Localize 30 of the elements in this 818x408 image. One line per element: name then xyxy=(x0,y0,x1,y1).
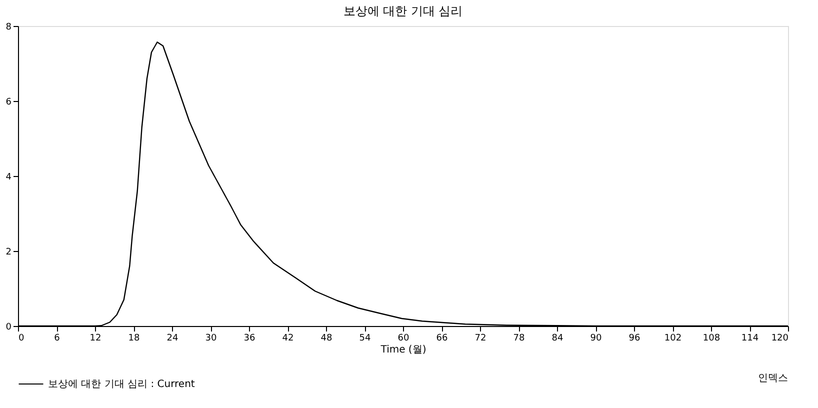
x-tick-label: 108 xyxy=(702,334,720,344)
x-tick-label: 78 xyxy=(513,334,525,344)
text: 인덱스 xyxy=(758,373,788,384)
x-tick-label: 12 xyxy=(90,334,102,344)
x-tick-label: 90 xyxy=(590,334,602,344)
x-tick-label: 54 xyxy=(359,334,371,344)
y-tick-label: 8 xyxy=(6,22,12,32)
x-tick-label: 84 xyxy=(552,334,564,344)
x-tick-label: 66 xyxy=(436,334,448,344)
x-tick-label: 96 xyxy=(628,334,640,344)
y-tick-label: 4 xyxy=(6,172,12,182)
x-tick-label: 6 xyxy=(54,334,60,344)
y-tick-label: 0 xyxy=(6,322,12,332)
x-tick-label: 18 xyxy=(128,334,140,344)
x-axis-title: Time (월) xyxy=(380,344,426,356)
x-tick-label: 102 xyxy=(664,334,682,344)
y-tick-label: 2 xyxy=(6,248,12,258)
x-tick-label: 30 xyxy=(205,334,217,344)
legend-label: 보상에 대한 기대 심리 : Current xyxy=(48,379,195,390)
x-tick-label: 48 xyxy=(320,334,332,344)
x-tick-label: 114 xyxy=(741,334,759,344)
x-tick-label: 72 xyxy=(474,334,486,344)
x-tick-label: 0 xyxy=(18,334,24,344)
x-tick-label: 60 xyxy=(398,334,410,344)
x-tick-label: 42 xyxy=(282,334,294,344)
x-tick-label: 24 xyxy=(166,334,178,344)
x-tick-label: 120 xyxy=(771,334,789,344)
y-tick-label: 6 xyxy=(6,98,12,108)
chart-title: 보상에 대한 기대 심리 xyxy=(343,4,463,18)
x-tick-label: 36 xyxy=(244,334,256,344)
